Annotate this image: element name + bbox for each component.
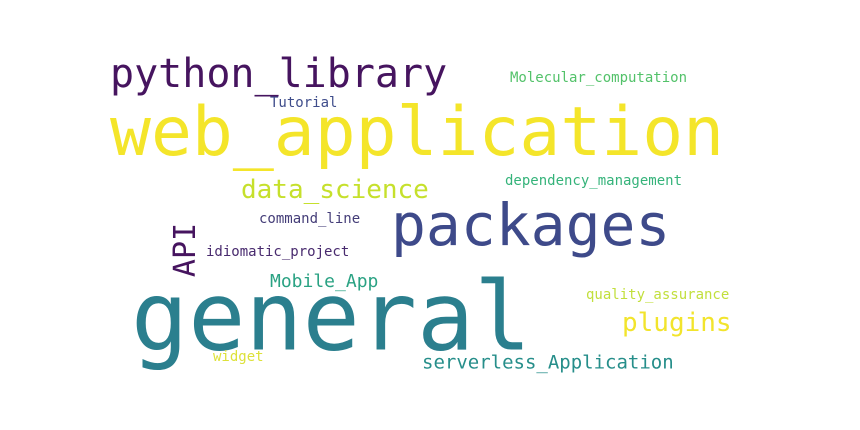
word-widget: widget: [213, 349, 264, 365]
word-quality-assurance: quality_assurance: [586, 287, 730, 303]
word-idiomatic-project: idiomatic_project: [206, 244, 350, 260]
word-serverless-application: serverless_Application: [422, 351, 674, 374]
word-general: general: [131, 262, 532, 373]
word-plugins: plugins: [622, 308, 732, 338]
word-mobile-app: Mobile_App: [270, 271, 379, 292]
word-molecular-computation: Molecular_computation: [510, 70, 688, 86]
word-packages: packages: [391, 191, 671, 259]
word-python-library: python_library: [110, 51, 448, 97]
word-tutorial: Tutorial: [270, 95, 338, 111]
word-api: API: [168, 222, 203, 278]
word-dependency-management: dependency_management: [505, 173, 683, 189]
word-web-application: web_application: [110, 93, 725, 172]
word-command-line: command_line: [259, 211, 361, 227]
word-data-science: data_science: [241, 175, 429, 205]
